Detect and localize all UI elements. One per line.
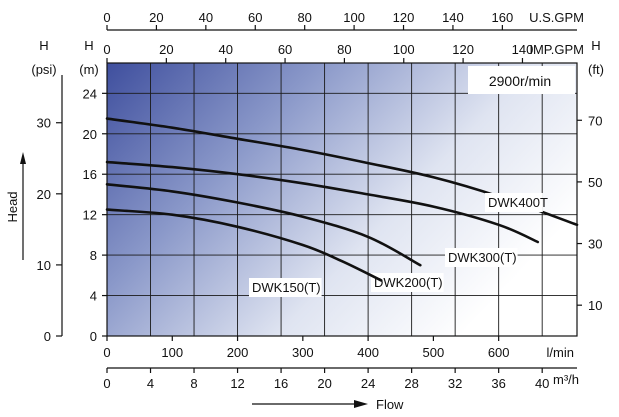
m-tick-label: 20	[83, 127, 97, 142]
us-gpm-tick-label: 40	[199, 10, 213, 25]
psi-tick-label: 10	[37, 258, 51, 273]
us-gpm-tick-label: 60	[248, 10, 262, 25]
psi-axis-label: H	[39, 38, 48, 53]
annotation-box: 2900r/min	[468, 66, 575, 94]
m3h-tick-label: 40	[535, 376, 549, 391]
series-line-dwk150-t	[105, 208, 383, 282]
us-gpm-tick-label: 160	[492, 10, 514, 25]
us-gpm-tick-label: 0	[103, 10, 110, 25]
ft-axis-label: H	[591, 38, 600, 53]
m-tick-label: 8	[90, 248, 97, 263]
m3h-tick-label: 8	[190, 376, 197, 391]
psi-tick-label: 30	[37, 116, 51, 131]
m3h-tick-label: 20	[317, 376, 331, 391]
m-tick-label: 16	[83, 167, 97, 182]
series-label-dwk150-t: DWK150(T)	[252, 280, 321, 295]
m3h-tick-label: 16	[274, 376, 288, 391]
ft-tick-label: 30	[588, 237, 602, 252]
imp-gpm-tick-label: 80	[337, 42, 351, 57]
series-label-dwk200-t: DWK200(T)	[374, 275, 443, 290]
pump-curves: DWK400T DWK300(T) DWK200(T) DWK150(T)	[105, 117, 579, 297]
m-tick-label: 12	[83, 208, 97, 223]
us-gpm-tick-label: 120	[393, 10, 415, 25]
flow-label: Flow	[376, 397, 404, 412]
series-label-dwk400t: DWK400T	[488, 195, 548, 210]
l-min-tick-label: 500	[423, 345, 445, 360]
series-label-bg	[445, 248, 518, 267]
head-label: Head	[5, 191, 20, 222]
plot-frame	[106, 62, 578, 337]
l-min-tick-label: 200	[227, 345, 249, 360]
head-arrow-icon	[20, 152, 26, 260]
imp-gpm-tick-label: 0	[103, 42, 110, 57]
m-axis-label: H	[84, 38, 93, 53]
imp-gpm-tick-label: 60	[278, 42, 292, 57]
m3h-tick-label: 0	[103, 376, 110, 391]
l-min-tick-label: 300	[292, 345, 314, 360]
l-min-tick-label: 600	[488, 345, 510, 360]
psi-tick-label: 20	[37, 187, 51, 202]
m3h-tick-label: 12	[230, 376, 244, 391]
ft-tick-label: 70	[588, 113, 602, 128]
ft-tick-label: 10	[588, 298, 602, 313]
m-tick-label: 24	[83, 86, 97, 101]
psi-tick-label: 0	[44, 329, 51, 344]
psi-axis-unit: (psi)	[31, 62, 56, 77]
l-min-unit: l/min	[547, 345, 574, 360]
us-gpm-tick-label: 20	[149, 10, 163, 25]
m3h-tick-label: 32	[448, 376, 462, 391]
imp-gpm-unit: IMP.GPM	[529, 42, 584, 57]
us-gpm-tick-label: 80	[297, 10, 311, 25]
l-min-tick-label: 0	[103, 345, 110, 360]
ft-axis-unit: (ft)	[588, 62, 604, 77]
m-tick-label: 0	[90, 329, 97, 344]
speed-annotation: 2900r/min	[489, 73, 551, 89]
m3h-tick-label: 36	[491, 376, 505, 391]
us-gpm-tick-label: 140	[442, 10, 464, 25]
m-tick-label: 4	[90, 289, 97, 304]
imp-gpm-tick-label: 140	[512, 42, 534, 57]
series-line-dwk200-t	[105, 183, 422, 267]
m3h-tick-label: 28	[404, 376, 418, 391]
ft-tick-label: 50	[588, 175, 602, 190]
imp-gpm-tick-label: 120	[452, 42, 474, 57]
series-line-dwk300-t	[105, 160, 540, 244]
flow-arrow-icon	[252, 400, 368, 408]
series-label-bg	[485, 193, 543, 212]
series-label-bg	[371, 273, 444, 292]
series-label-bg	[249, 278, 322, 297]
m3h-tick-label: 4	[147, 376, 154, 391]
series-label-dwk300-t: DWK300(T)	[448, 250, 517, 265]
imp-gpm-tick-label: 100	[393, 42, 415, 57]
us-gpm-unit: U.S.GPM	[529, 10, 584, 25]
imp-gpm-tick-label: 20	[159, 42, 173, 57]
m-axis-unit: (m)	[79, 62, 99, 77]
m3h-unit: m³/h	[553, 372, 579, 387]
imp-gpm-tick-label: 40	[218, 42, 232, 57]
us-gpm-tick-label: 100	[343, 10, 365, 25]
m3h-tick-label: 24	[361, 376, 375, 391]
l-min-tick-label: 100	[161, 345, 183, 360]
l-min-tick-label: 400	[357, 345, 379, 360]
